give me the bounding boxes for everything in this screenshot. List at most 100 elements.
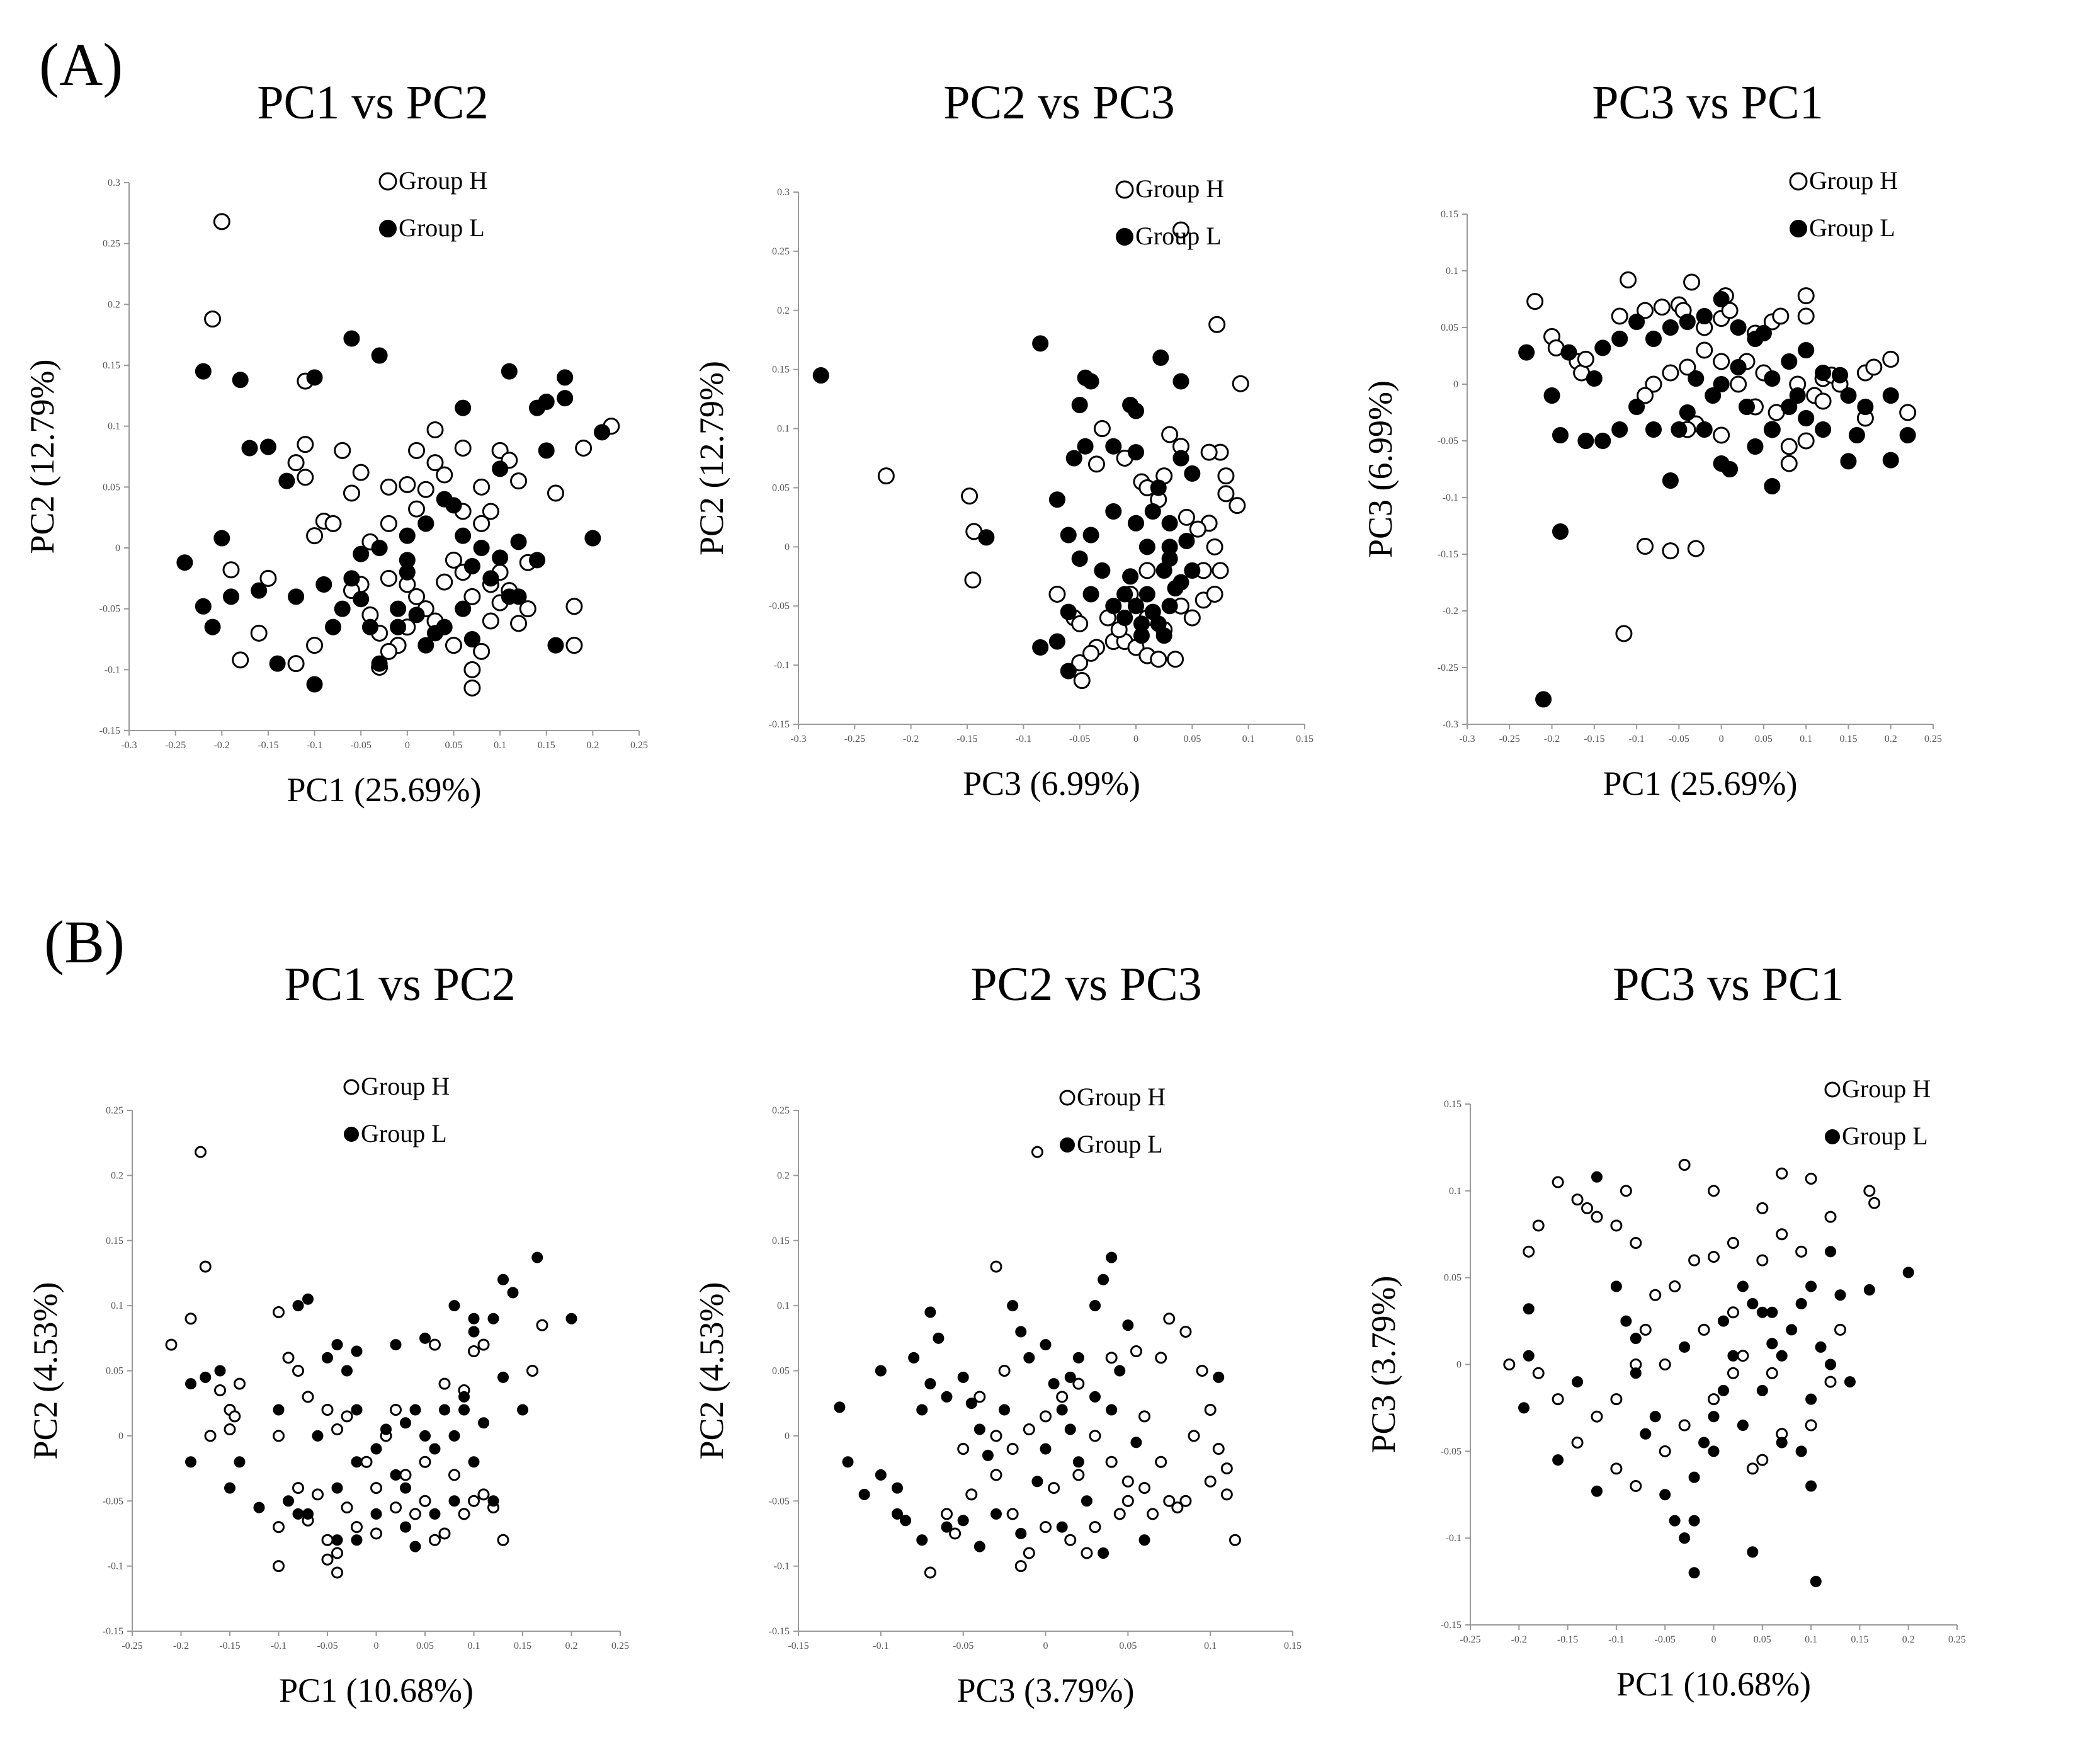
group-l-point [1698, 1437, 1710, 1449]
group-l-point [185, 1378, 196, 1390]
group-h-point [417, 481, 434, 498]
group-h-point [477, 1338, 490, 1351]
group-h-point [229, 1410, 241, 1423]
group-l-point [1717, 1315, 1729, 1327]
group-h-point [352, 464, 370, 481]
x-tick-label: 0.1 [468, 1641, 480, 1651]
y-tick-label: 0.25 [772, 246, 790, 257]
group-l-point [1015, 1326, 1027, 1338]
group-h-point [306, 527, 324, 545]
group-h-point [273, 1560, 285, 1573]
group-h-point [482, 612, 499, 630]
group-h-point [1577, 350, 1594, 368]
group-l-point [1840, 387, 1857, 404]
y-axis-label: PC3 (6.99%) [1361, 380, 1399, 558]
group-h-point [341, 1410, 353, 1423]
group-h-point [1610, 1219, 1623, 1232]
group-l-point [1048, 491, 1065, 508]
y-axis-label: PC2 (12.79%) [693, 361, 730, 555]
group-h-point [1217, 485, 1235, 503]
group-l-point [1518, 344, 1535, 361]
y-tick-label: -0.05 [1438, 436, 1458, 447]
group-l-point [1696, 308, 1713, 324]
group-h-point [380, 515, 397, 532]
group-h-point [1659, 1445, 1671, 1457]
group-l-point [390, 600, 407, 617]
group-l-point [302, 1293, 314, 1305]
group-l-point [408, 606, 425, 624]
group-l-point [1611, 421, 1628, 438]
group-l-point [1857, 399, 1874, 415]
y-tick-label: 0.2 [777, 1170, 790, 1181]
group-h-point [1206, 585, 1223, 603]
y-tick-label: -0.2 [1443, 606, 1458, 617]
group-l-point [1128, 515, 1144, 532]
group-h-point [1040, 1410, 1052, 1423]
y-axis-label: PC3 (3.79%) [1365, 1276, 1402, 1454]
group-l-point [1645, 421, 1662, 438]
group-h-point [331, 1423, 343, 1436]
group-l-point [200, 1371, 212, 1383]
group-l-point [1064, 1371, 1076, 1383]
group-h-point [273, 1430, 285, 1442]
group-h-point [477, 1488, 490, 1501]
group-l-point [331, 1534, 343, 1546]
group-h-point [1232, 375, 1249, 392]
x-tick-label: -0.3 [1459, 734, 1475, 744]
group-h-point [497, 1534, 509, 1546]
group-l-point [941, 1391, 953, 1403]
group-l-point [1586, 370, 1603, 387]
group-l-point [1764, 370, 1781, 387]
y-tick-label: -0.1 [1446, 1533, 1461, 1544]
group-l-point [232, 372, 249, 389]
y-tick-label: -0.05 [1441, 1446, 1461, 1457]
y-tick-label: 0.15 [1444, 1099, 1461, 1110]
group-h-point [1637, 302, 1654, 319]
group-l-point [463, 631, 480, 647]
y-tick-label: 0.25 [772, 1105, 790, 1116]
group-h-point [1581, 1202, 1594, 1214]
x-tick-label: 0.05 [1754, 1634, 1771, 1645]
group-l-point [497, 1273, 509, 1285]
group-h-point [1072, 1469, 1085, 1481]
group-h-point [341, 1501, 353, 1514]
group-h-point [1087, 455, 1105, 473]
group-l-point [351, 1345, 363, 1357]
group-l-point [419, 1332, 431, 1344]
group-h-point [302, 1391, 314, 1403]
group-l-point [1116, 610, 1133, 626]
group-l-point [1167, 580, 1184, 597]
group-l-point [371, 540, 388, 556]
group-l-point [361, 618, 378, 635]
group-l-point [1071, 397, 1088, 413]
group-h-point [259, 569, 277, 587]
x-tick-label: -0.1 [1016, 734, 1031, 744]
group-l-point [1815, 1341, 1827, 1353]
group-h-point [1610, 1393, 1623, 1406]
group-l-point [957, 1371, 969, 1383]
x-tick-label: 0.15 [538, 740, 555, 751]
group-h-point [292, 1365, 304, 1377]
y-tick-label: 0.2 [777, 305, 790, 316]
group-h-point [1669, 1280, 1681, 1292]
group-h-point [1696, 341, 1713, 359]
legend-open-marker [1115, 180, 1134, 199]
group-l-point [900, 1515, 912, 1527]
y-tick-label: 0.1 [777, 424, 790, 435]
group-h-point [273, 1521, 285, 1534]
legend-filled-marker [344, 1127, 359, 1142]
group-l-point [965, 1398, 977, 1409]
group-h-point [224, 1423, 236, 1436]
group-l-point [892, 1482, 903, 1494]
y-tick-label: 0.05 [772, 482, 790, 493]
group-l-point [908, 1352, 920, 1364]
group-h-point [949, 1527, 962, 1540]
x-tick-label: 0.15 [1839, 734, 1857, 744]
group-l-point [875, 1365, 887, 1377]
group-l-point [273, 1404, 285, 1416]
group-h-point [536, 1319, 548, 1331]
group-h-point [1688, 1254, 1701, 1267]
group-l-point [341, 1365, 353, 1377]
group-h-point [1229, 1534, 1241, 1546]
